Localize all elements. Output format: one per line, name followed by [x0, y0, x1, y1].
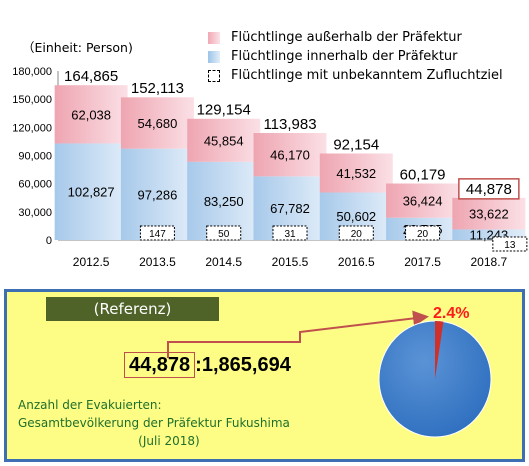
y-tick-label: 60,000 — [18, 179, 52, 191]
data-label-inside: 50,602 — [336, 209, 376, 224]
legend-label-inside: Flüchtlinge innerhalb der Präfektur — [231, 49, 458, 64]
legend-swatch-outside — [208, 31, 220, 44]
y-tick-label: 0 — [46, 235, 52, 247]
bar-inside — [120, 148, 194, 240]
legend-item-outside: Flüchtlinge außerhalb der Präfektur — [208, 28, 503, 47]
population-value: 1,865,694 — [201, 354, 291, 376]
unit-label: （Einheit: Person) — [22, 40, 133, 55]
x-tick-label: 2017.5 — [404, 255, 441, 269]
total-highlight-box — [458, 178, 520, 200]
unknown-box — [272, 225, 308, 241]
data-label-outside: 54,680 — [138, 116, 178, 131]
percent-label: 2.4% — [433, 305, 470, 322]
data-label-unknown: 50 — [218, 229, 230, 240]
y-tick-label: 120,000 — [12, 122, 52, 134]
desc-line-3: (Juli 2018) — [138, 434, 200, 448]
data-label-total: 152,113 — [131, 80, 184, 97]
pie-slice-evacuees — [435, 321, 444, 379]
data-label-total: 113,983 — [263, 116, 316, 133]
data-label-inside: 97,286 — [138, 187, 178, 202]
bar-outside — [54, 85, 128, 144]
data-label-unknown: 20 — [351, 229, 363, 240]
legend-label-unknown: Flüchtlinge mit unbekanntem Zufluchtziel — [231, 68, 503, 83]
data-label-outside: 33,622 — [469, 207, 509, 222]
bar-outside — [120, 97, 194, 149]
legend-swatch-inside — [208, 50, 220, 63]
x-tick-label: 2014.5 — [205, 255, 242, 269]
description: Anzahl der Evakuierten: Gesamtbevölkerun… — [18, 396, 290, 450]
data-label-total: 44,878 — [466, 181, 512, 198]
unknown-box — [338, 225, 374, 241]
y-tick-label: 90,000 — [18, 151, 52, 163]
bar-outside — [452, 197, 526, 230]
y-tick-label: 150,000 — [12, 94, 52, 106]
data-label-unknown: 147 — [149, 229, 166, 240]
data-label-outside: 36,424 — [403, 194, 443, 209]
pie-chart — [378, 320, 492, 438]
legend-label-outside: Flüchtlinge außerhalb der Präfektur — [231, 30, 462, 45]
unknown-box — [405, 225, 441, 241]
reference-label: (Referenz) — [46, 297, 219, 321]
legend-swatch-unknown — [208, 69, 220, 82]
unknown-box — [492, 236, 528, 252]
data-label-unknown: 13 — [504, 240, 516, 251]
ratio-separator: : — [195, 354, 202, 376]
x-tick-label: 2012.5 — [73, 255, 110, 269]
y-tick-label: 180,000 — [12, 66, 52, 78]
x-tick-label: 2016.5 — [338, 255, 375, 269]
y-tick-label: 30,000 — [18, 207, 52, 219]
ratio-text: 44,878:1,865,694 — [124, 352, 291, 378]
x-tick-label: 2015.5 — [272, 255, 309, 269]
data-label-inside: 83,250 — [204, 194, 244, 209]
data-label-outside: 41,532 — [336, 166, 376, 181]
data-label-unknown: 20 — [417, 229, 429, 240]
x-tick-label: 2018.7 — [471, 255, 508, 269]
bar-inside — [54, 143, 128, 240]
bar-outside — [187, 118, 261, 162]
bar-outside — [386, 183, 460, 218]
data-label-total: 129,154 — [197, 102, 251, 119]
x-tick-label: 2013.5 — [139, 255, 176, 269]
bar-outside — [253, 133, 327, 177]
data-label-total: 92,154 — [333, 136, 379, 153]
unknown-box — [139, 225, 175, 241]
desc-line-2: Gesamtbevölkerung der Präfektur Fukushim… — [18, 416, 290, 430]
data-label-outside: 45,854 — [204, 133, 244, 148]
legend-item-inside: Flüchtlinge innerhalb der Präfektur — [208, 47, 503, 66]
evacuees-value: 44,878 — [124, 352, 196, 378]
stacked-bar-chart: 0 30,000 60,000 90,000 120,000 150,000 180,000… — [12, 66, 528, 269]
bar-outside — [319, 153, 393, 193]
data-label-inside: 67,782 — [270, 201, 310, 216]
unknown-box — [206, 225, 242, 241]
data-label-total: 60,179 — [400, 166, 446, 183]
data-label-unknown: 31 — [284, 229, 296, 240]
data-label-total: 164,865 — [64, 68, 118, 85]
data-label-outside: 46,170 — [270, 148, 310, 163]
bar-inside — [452, 229, 526, 240]
data-label-outside: 62,038 — [71, 107, 111, 122]
data-label-inside: 102,827 — [68, 185, 115, 200]
desc-line-1: Anzahl der Evakuierten: — [18, 398, 162, 412]
legend: Flüchtlinge außerhalb der Präfektur Flüc… — [208, 28, 503, 85]
legend-item-unknown: Flüchtlinge mit unbekanntem Zufluchtziel — [208, 66, 503, 85]
